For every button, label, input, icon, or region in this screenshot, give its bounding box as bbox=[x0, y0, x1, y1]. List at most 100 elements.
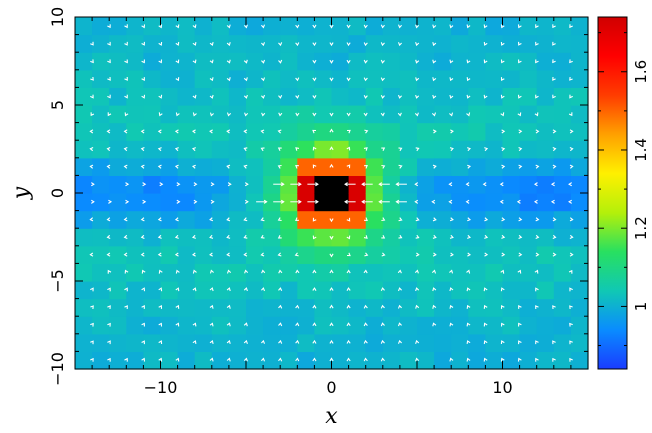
vector-arrow bbox=[483, 322, 488, 327]
vector-head bbox=[431, 269, 437, 274]
vector-head bbox=[243, 252, 248, 257]
vector-arrow bbox=[329, 146, 334, 151]
heatmap-cell bbox=[331, 157, 350, 176]
vector-head bbox=[518, 59, 522, 64]
vector-head bbox=[243, 59, 248, 64]
vector-head bbox=[569, 234, 574, 239]
vector-arrow bbox=[89, 252, 94, 257]
y-tick-label: −10 bbox=[48, 352, 67, 386]
heatmap-cell bbox=[485, 333, 504, 352]
heatmap-cell bbox=[434, 140, 452, 159]
vector-head bbox=[243, 147, 248, 152]
vector-arrow bbox=[466, 59, 471, 64]
vector-arrow bbox=[329, 235, 334, 240]
vector-arrow bbox=[415, 252, 420, 257]
heatmap-cell bbox=[228, 157, 247, 176]
heatmap-cell bbox=[246, 228, 264, 247]
heatmap-cell bbox=[348, 193, 367, 212]
vector-head bbox=[363, 59, 368, 64]
vector-arrow bbox=[329, 269, 334, 274]
heatmap-cell bbox=[297, 34, 315, 53]
vector-arrow bbox=[414, 269, 419, 274]
vector-arrow bbox=[278, 59, 283, 64]
heatmap-cell bbox=[365, 228, 384, 247]
vector-arrow bbox=[141, 269, 146, 274]
heatmap-cell bbox=[399, 69, 418, 88]
heatmap-cell bbox=[485, 228, 504, 247]
vector-arrow bbox=[175, 287, 180, 292]
heatmap-cell bbox=[536, 228, 555, 247]
heatmap-cell bbox=[536, 210, 555, 229]
heatmap-cell bbox=[280, 298, 298, 317]
vector-arrow bbox=[449, 217, 454, 222]
vector-arrow bbox=[141, 24, 146, 29]
vector-arrow bbox=[90, 322, 94, 327]
vector-arrow bbox=[329, 304, 334, 309]
vector-arrow bbox=[141, 77, 145, 81]
heatmap-cell bbox=[502, 333, 521, 352]
heatmap-cell bbox=[485, 122, 504, 141]
heatmap-cell bbox=[92, 333, 110, 352]
vector-arrow bbox=[295, 95, 300, 99]
heatmap-cell bbox=[434, 245, 452, 264]
vector-arrow bbox=[378, 182, 390, 187]
heatmap-cell bbox=[314, 351, 333, 370]
heatmap-cell bbox=[382, 263, 401, 282]
vector-arrow bbox=[312, 112, 317, 117]
vector-head bbox=[466, 24, 471, 29]
vector-head bbox=[552, 76, 556, 81]
heatmap-cell bbox=[451, 228, 469, 247]
vector-head bbox=[263, 199, 268, 204]
vector-arrow bbox=[500, 340, 505, 345]
heatmap-cell bbox=[468, 175, 486, 194]
heatmap-cell bbox=[314, 52, 333, 71]
heatmap-cell bbox=[160, 175, 179, 194]
vector-arrow bbox=[124, 24, 128, 29]
heatmap-cell bbox=[126, 193, 144, 212]
heatmap-cell bbox=[177, 228, 196, 247]
heatmap-cell bbox=[92, 140, 110, 159]
vector-arrow bbox=[552, 357, 556, 362]
heatmap-cell bbox=[194, 298, 213, 317]
vector-arrow bbox=[243, 339, 248, 344]
vector-head bbox=[364, 165, 368, 169]
heatmap-cell bbox=[160, 87, 179, 106]
vector-arrow bbox=[363, 147, 368, 151]
vector-arrow bbox=[278, 357, 283, 362]
vector-arrow bbox=[346, 129, 351, 134]
vector-head bbox=[518, 340, 522, 345]
vector-arrow bbox=[346, 59, 351, 64]
heatmap-cell bbox=[263, 245, 281, 264]
colorbar-tick-label: 1 bbox=[632, 302, 650, 312]
heatmap-cell bbox=[382, 105, 401, 124]
heatmap-cell bbox=[297, 245, 315, 264]
vector-head bbox=[397, 269, 402, 274]
vector-head bbox=[501, 234, 506, 239]
vector-head bbox=[209, 304, 214, 309]
vector-arrow bbox=[535, 24, 539, 29]
heatmap-cell bbox=[348, 281, 367, 300]
heatmap-cell bbox=[468, 140, 486, 159]
vector-arrow bbox=[397, 112, 402, 117]
vector-arrow bbox=[346, 269, 351, 274]
heatmap-cell bbox=[126, 140, 144, 159]
vector-arrow bbox=[346, 339, 351, 344]
vector-head bbox=[295, 269, 300, 274]
vector-arrow bbox=[174, 147, 179, 152]
vector-arrow bbox=[312, 59, 317, 64]
vector-arrow bbox=[569, 59, 573, 64]
heatmap-cell bbox=[263, 157, 281, 176]
vector-arrow bbox=[260, 234, 265, 239]
vector-arrow bbox=[107, 322, 111, 327]
vector-arrow bbox=[226, 77, 231, 82]
vector-head bbox=[174, 234, 179, 239]
vector-head bbox=[535, 164, 540, 169]
vector-head bbox=[260, 129, 265, 134]
heatmap-cell bbox=[263, 333, 281, 352]
vector-head bbox=[363, 269, 368, 274]
heatmap-cell bbox=[194, 157, 213, 176]
heatmap-cell bbox=[417, 17, 435, 36]
heatmap-cell bbox=[280, 52, 298, 71]
heatmap-cell bbox=[297, 228, 315, 247]
x-tick-label: −10 bbox=[144, 378, 178, 397]
